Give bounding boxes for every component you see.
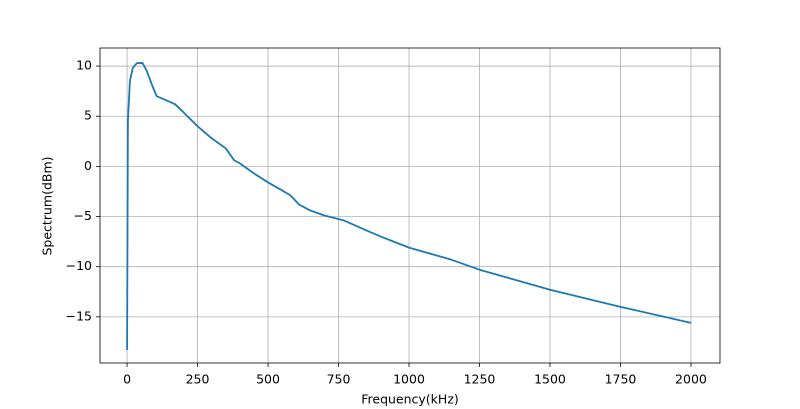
x-axis-label: Frequency(kHz) [361,392,459,407]
plot-frame [99,47,721,364]
x-tick-label: 0 [123,372,131,387]
x-tick-label: 1000 [393,372,425,387]
y-tick-label: 5 [84,108,92,123]
y-tick-label: 10 [76,58,92,73]
y-tick-label: −10 [66,258,92,273]
y-tick-label: −15 [66,308,92,323]
x-tick-label: 250 [186,372,210,387]
y-tick-label: −5 [74,208,92,223]
line-series [126,62,692,350]
x-tick-label: 1500 [534,372,566,387]
y-tick-label: 0 [84,158,92,173]
y-axis-label: Spectrum(dBm) [40,156,55,255]
x-tick-label: 750 [327,372,351,387]
x-tick-label: 1250 [464,372,496,387]
x-tick-label: 2000 [675,372,707,387]
x-tick-label: 1750 [605,372,637,387]
x-tick-label: 500 [256,372,280,387]
